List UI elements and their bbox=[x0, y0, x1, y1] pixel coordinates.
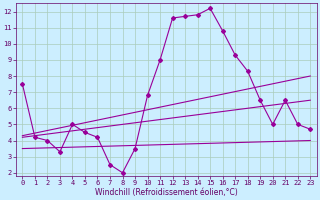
X-axis label: Windchill (Refroidissement éolien,°C): Windchill (Refroidissement éolien,°C) bbox=[95, 188, 238, 197]
